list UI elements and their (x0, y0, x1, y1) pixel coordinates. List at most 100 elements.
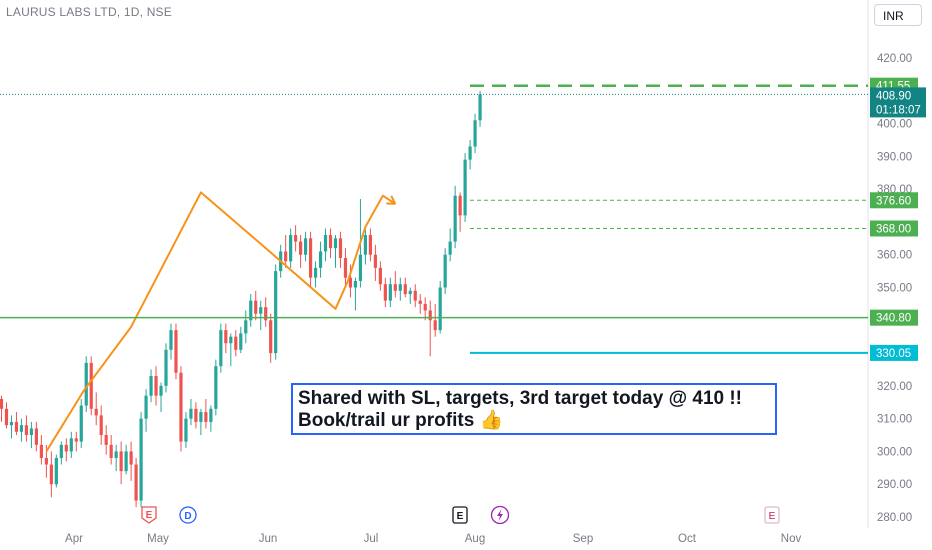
candle-body (109, 444, 113, 458)
candle (433, 303, 437, 337)
stoploss-price-tag-text: 330.05 (876, 348, 911, 360)
time-tick-label: Apr (65, 533, 83, 545)
target-price-tag-box (870, 220, 918, 237)
candle-body (308, 238, 313, 278)
time-axis[interactable]: Apr May Jun Jul Aug Sep Oct Nov (65, 533, 801, 545)
candle-body (259, 307, 263, 314)
stoploss-price-tag: 330.05 (870, 344, 918, 361)
candle (139, 412, 143, 508)
candle-body (468, 146, 472, 160)
pattern-drawing[interactable] (45, 191, 397, 452)
candle (398, 277, 402, 301)
candle (383, 277, 387, 308)
candle-body (313, 267, 318, 278)
candle-body (398, 284, 402, 291)
candle (423, 297, 427, 321)
price-tick-label: 420.00 (877, 53, 912, 65)
price-tick-label: 360.00 (877, 250, 912, 262)
candle-body (284, 251, 288, 262)
candle-body (69, 438, 73, 452)
candle (393, 271, 397, 298)
candle-body (433, 320, 437, 331)
event-letter: D (184, 511, 191, 522)
candle (254, 290, 258, 321)
event-letter: E (769, 511, 776, 522)
candle-body (254, 300, 258, 314)
candle-body (333, 238, 338, 249)
candle-body (249, 300, 253, 321)
event-letter: E (457, 511, 464, 522)
candle-body (169, 330, 173, 350)
time-tick-label: May (147, 533, 169, 545)
candle-body (378, 267, 382, 285)
candle (49, 451, 53, 498)
candle-body (269, 320, 273, 354)
candle-body (84, 362, 88, 406)
candle-body (24, 425, 29, 436)
candle-body (129, 451, 133, 465)
candle (363, 228, 368, 265)
candle-body (159, 385, 163, 396)
candle-body (413, 290, 417, 301)
candle (294, 225, 298, 252)
candle (199, 408, 203, 436)
candle-body (49, 464, 53, 485)
event-marker-earnings-future: E (764, 506, 780, 524)
candle-body (59, 444, 63, 458)
candle (119, 441, 123, 485)
target-price-tag: 376.60 (870, 192, 918, 209)
candle (89, 356, 93, 416)
candle (154, 366, 158, 406)
candle-body (124, 451, 128, 472)
candle-body (19, 425, 24, 432)
candle-body (154, 376, 158, 396)
candle-body (363, 235, 368, 255)
candle (129, 441, 133, 481)
candle (388, 277, 392, 308)
candle-body (373, 254, 377, 268)
pattern-polyline (45, 191, 396, 452)
candle-body (174, 330, 178, 373)
candle-body (0, 398, 4, 409)
price-tick-label: 390.00 (877, 151, 912, 163)
candle (124, 444, 128, 475)
candle (164, 343, 168, 393)
candle-body (184, 418, 188, 442)
candle-body (134, 464, 138, 501)
candle-body (323, 235, 328, 252)
price-tick-label: 290.00 (877, 479, 912, 491)
candle (109, 435, 113, 465)
candle-body (383, 284, 387, 301)
candle-body (458, 195, 462, 216)
candle-body (99, 415, 103, 436)
candle (179, 366, 183, 452)
candle-body (34, 428, 38, 445)
currency-selector[interactable]: INR (874, 4, 922, 26)
candle (214, 359, 218, 416)
candle (478, 90, 482, 127)
candle (64, 438, 68, 462)
candle (303, 231, 308, 262)
candle-body (443, 254, 447, 288)
candle (219, 323, 223, 373)
last-price-tag: 408.90 01:18:07 (870, 87, 926, 118)
candle-body (463, 159, 467, 216)
candle-body (358, 254, 363, 281)
candle (169, 323, 173, 360)
candle-body (303, 238, 308, 255)
price-tick-label: 310.00 (877, 414, 912, 426)
annotation-line-1: Shared with SL, targets, 3rd target toda… (298, 388, 743, 409)
candle (368, 228, 372, 262)
candle (239, 326, 243, 354)
price-levels[interactable]: 411.55376.60368.00340.80330.05408.9001:1… (0, 77, 926, 361)
candle (24, 415, 29, 442)
annotation-note[interactable]: Shared with SL, targets, 3rd target toda… (291, 383, 777, 435)
candle-body (144, 395, 148, 419)
candle (299, 235, 303, 268)
candle (259, 300, 263, 331)
candle (473, 113, 477, 154)
price-tick-label: 350.00 (877, 283, 912, 295)
candle (323, 228, 328, 262)
